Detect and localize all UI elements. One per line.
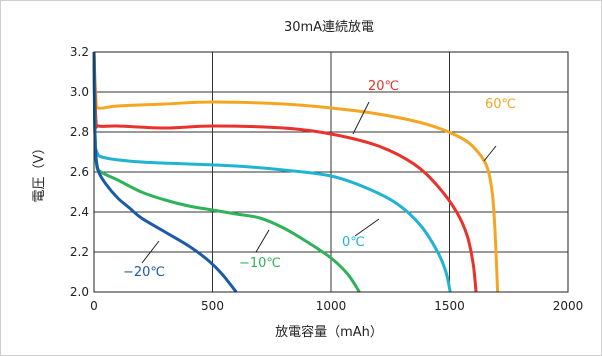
plot-area: [93, 51, 569, 293]
annotation-leaders: [141, 101, 497, 264]
x-axis-label: 放電容量（mAh）: [275, 324, 383, 340]
annotation-0c: 0℃: [342, 235, 365, 250]
x-tick-label: 2000: [553, 299, 584, 313]
annotation-20c: 20℃: [368, 79, 399, 94]
x-tick-label: 1000: [316, 299, 347, 313]
annotation-minus10c: −10℃: [239, 256, 281, 271]
x-tick-label: 0: [90, 299, 98, 313]
series-line: [92, 51, 452, 293]
x-tick-label: 500: [201, 299, 224, 313]
y-tick-label: 2.6: [70, 165, 89, 179]
chart-title: 30mA連続放電: [284, 20, 374, 35]
y-tick-label: 2.4: [70, 205, 89, 219]
annotations: 60℃ 20℃ 0℃ −10℃ −20℃: [123, 79, 516, 280]
series-line: [92, 51, 238, 293]
series-lines: [92, 51, 500, 293]
leader-line: [483, 145, 497, 162]
series-line: [92, 51, 500, 293]
y-axis-ticks: 2.0 2.2 2.4 2.6 2.8 3.0 3.2: [70, 45, 89, 299]
x-axis-ticks: 0 500 1000 1500 2000: [90, 299, 583, 313]
y-axis-label: 電圧（V）: [32, 142, 47, 203]
y-tick-label: 2.2: [70, 245, 89, 259]
y-tick-label: 3.2: [70, 45, 89, 59]
series-line: [92, 51, 478, 293]
leader-line: [352, 101, 370, 135]
leader-line: [255, 229, 270, 253]
y-tick-label: 3.0: [70, 85, 89, 99]
annotation-60c: 60℃: [485, 97, 516, 112]
y-tick-label: 2.0: [70, 285, 89, 299]
x-tick-label: 1500: [434, 299, 465, 313]
leader-line: [141, 240, 160, 264]
y-tick-label: 2.8: [70, 125, 89, 139]
leader-line: [354, 218, 380, 237]
annotation-minus20c: −20℃: [123, 265, 165, 280]
